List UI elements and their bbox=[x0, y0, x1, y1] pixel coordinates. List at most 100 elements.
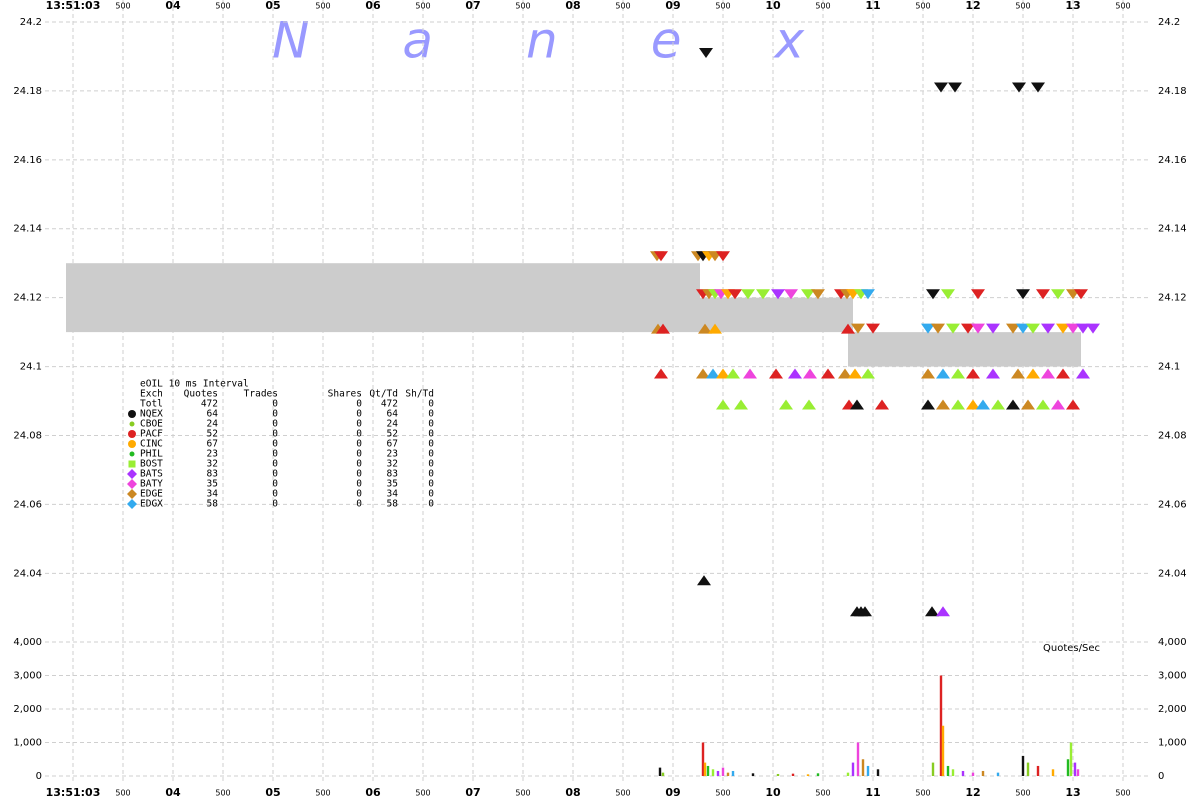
legend-cell: 23 bbox=[387, 449, 398, 460]
volume-bar bbox=[1073, 762, 1077, 776]
quote-marker bbox=[716, 251, 730, 262]
y-tick-label: 24.08 bbox=[13, 430, 42, 441]
legend-marker bbox=[127, 469, 137, 479]
quote-marker bbox=[976, 399, 990, 410]
legend-cell: 0 bbox=[272, 409, 278, 420]
legend-cell: 0 bbox=[356, 409, 362, 420]
quote-marker bbox=[1012, 82, 1026, 93]
x-tick-label: 12 bbox=[965, 786, 980, 799]
volume-bar bbox=[931, 762, 935, 776]
legend-cell: 0 bbox=[272, 499, 278, 510]
x-tick-label: 13:51:03 bbox=[46, 786, 101, 799]
volume-bar bbox=[961, 770, 965, 776]
legend-cell: CBOE bbox=[140, 419, 163, 430]
quote-marker bbox=[771, 289, 785, 300]
legend-cell: 58 bbox=[207, 499, 219, 510]
volume-bar bbox=[1069, 742, 1073, 776]
volume-bar bbox=[721, 767, 725, 776]
legend-cell: 83 bbox=[387, 469, 398, 480]
y2-tick-label: 2,000 bbox=[1158, 704, 1187, 715]
x-tick-label: 11 bbox=[865, 786, 880, 799]
y2-tick-label: 3,000 bbox=[1158, 671, 1187, 682]
volume-bar bbox=[661, 772, 665, 776]
volume-bar bbox=[703, 762, 707, 776]
volume-bar bbox=[951, 769, 955, 776]
nbbo-band bbox=[700, 297, 853, 333]
x-tick-label: 09 bbox=[665, 786, 680, 799]
quote-marker bbox=[708, 323, 722, 334]
x-tick-label: 500 bbox=[215, 789, 230, 798]
quote-marker bbox=[986, 323, 1000, 334]
quote-marker bbox=[1051, 289, 1065, 300]
quote-marker bbox=[784, 289, 798, 300]
y-tick-label: 24.18 bbox=[13, 86, 42, 97]
legend-cell: 0 bbox=[428, 449, 434, 460]
legend-cell: PACF bbox=[140, 429, 163, 440]
quote-marker bbox=[734, 399, 748, 410]
legend-cell: 0 bbox=[356, 439, 362, 450]
legend-cell: 83 bbox=[207, 469, 218, 480]
legend-column-header: Trades bbox=[244, 389, 278, 400]
legend-cell: 0 bbox=[272, 459, 278, 470]
quote-marker bbox=[1076, 323, 1090, 334]
legend-marker bbox=[128, 440, 136, 448]
legend-cell: NQEX bbox=[140, 409, 163, 420]
legend-column-header: Exch bbox=[140, 389, 163, 400]
quote-marker bbox=[921, 323, 935, 334]
volume-bar bbox=[701, 742, 705, 776]
volume-bar bbox=[791, 773, 795, 776]
x-tick-label: 500 bbox=[215, 2, 230, 11]
quote-marker bbox=[769, 368, 783, 379]
quote-marker bbox=[756, 289, 770, 300]
quote-marker bbox=[1074, 289, 1088, 300]
y2-tick-label: 4,000 bbox=[1158, 637, 1187, 648]
quote-marker bbox=[841, 323, 855, 334]
y-tick-label: 24.12 bbox=[13, 293, 42, 304]
quote-marker bbox=[1041, 368, 1055, 379]
volume-bar bbox=[706, 765, 710, 776]
quote-marker bbox=[1031, 82, 1045, 93]
y2-tick-label: 1,000 bbox=[13, 738, 42, 749]
quote-marker bbox=[726, 368, 740, 379]
legend-cell: CINC bbox=[140, 439, 163, 450]
quote-marker bbox=[1056, 323, 1070, 334]
quote-marker bbox=[788, 368, 802, 379]
quote-marker bbox=[936, 606, 950, 617]
quote-marker bbox=[936, 399, 950, 410]
watermark-title: Nanex bbox=[272, 12, 897, 70]
quote-marker bbox=[966, 368, 980, 379]
quote-marker bbox=[696, 368, 710, 379]
x-tick-label: 10 bbox=[765, 0, 781, 12]
x-tick-label: 500 bbox=[815, 789, 830, 798]
quote-marker bbox=[1016, 289, 1030, 300]
x-tick-label: 500 bbox=[515, 789, 530, 798]
quote-marker bbox=[741, 289, 755, 300]
volume-bar bbox=[851, 762, 855, 776]
x-tick-label: 500 bbox=[1015, 2, 1030, 11]
legend-cell: 64 bbox=[387, 409, 399, 420]
quote-marker bbox=[951, 399, 965, 410]
x-tick-label: 07 bbox=[465, 786, 480, 799]
y2-tick-label: 2,000 bbox=[13, 704, 42, 715]
legend-cell: Totl bbox=[140, 399, 163, 410]
x-tick-label: 500 bbox=[915, 2, 930, 11]
volume-bar bbox=[1076, 769, 1080, 776]
legend-marker bbox=[127, 499, 137, 509]
y-tick-label: 24.08 bbox=[1158, 430, 1187, 441]
legend-marker bbox=[128, 460, 136, 468]
legend-cell: 58 bbox=[387, 499, 399, 510]
legend-column-header: Sh/Td bbox=[405, 389, 434, 400]
quote-marker bbox=[697, 575, 711, 586]
legend-cell: 52 bbox=[387, 429, 398, 440]
legend-cell: 0 bbox=[356, 449, 362, 460]
volume-bar bbox=[939, 675, 943, 776]
quote-marker bbox=[931, 323, 945, 334]
quote-marker bbox=[803, 368, 817, 379]
quote-marker bbox=[851, 323, 865, 334]
legend-cell: EDGX bbox=[140, 499, 163, 510]
quote-marker bbox=[946, 323, 960, 334]
quote-marker bbox=[986, 368, 1000, 379]
y-tick-label: 24.16 bbox=[1158, 155, 1187, 166]
legend-cell: 67 bbox=[207, 439, 218, 450]
